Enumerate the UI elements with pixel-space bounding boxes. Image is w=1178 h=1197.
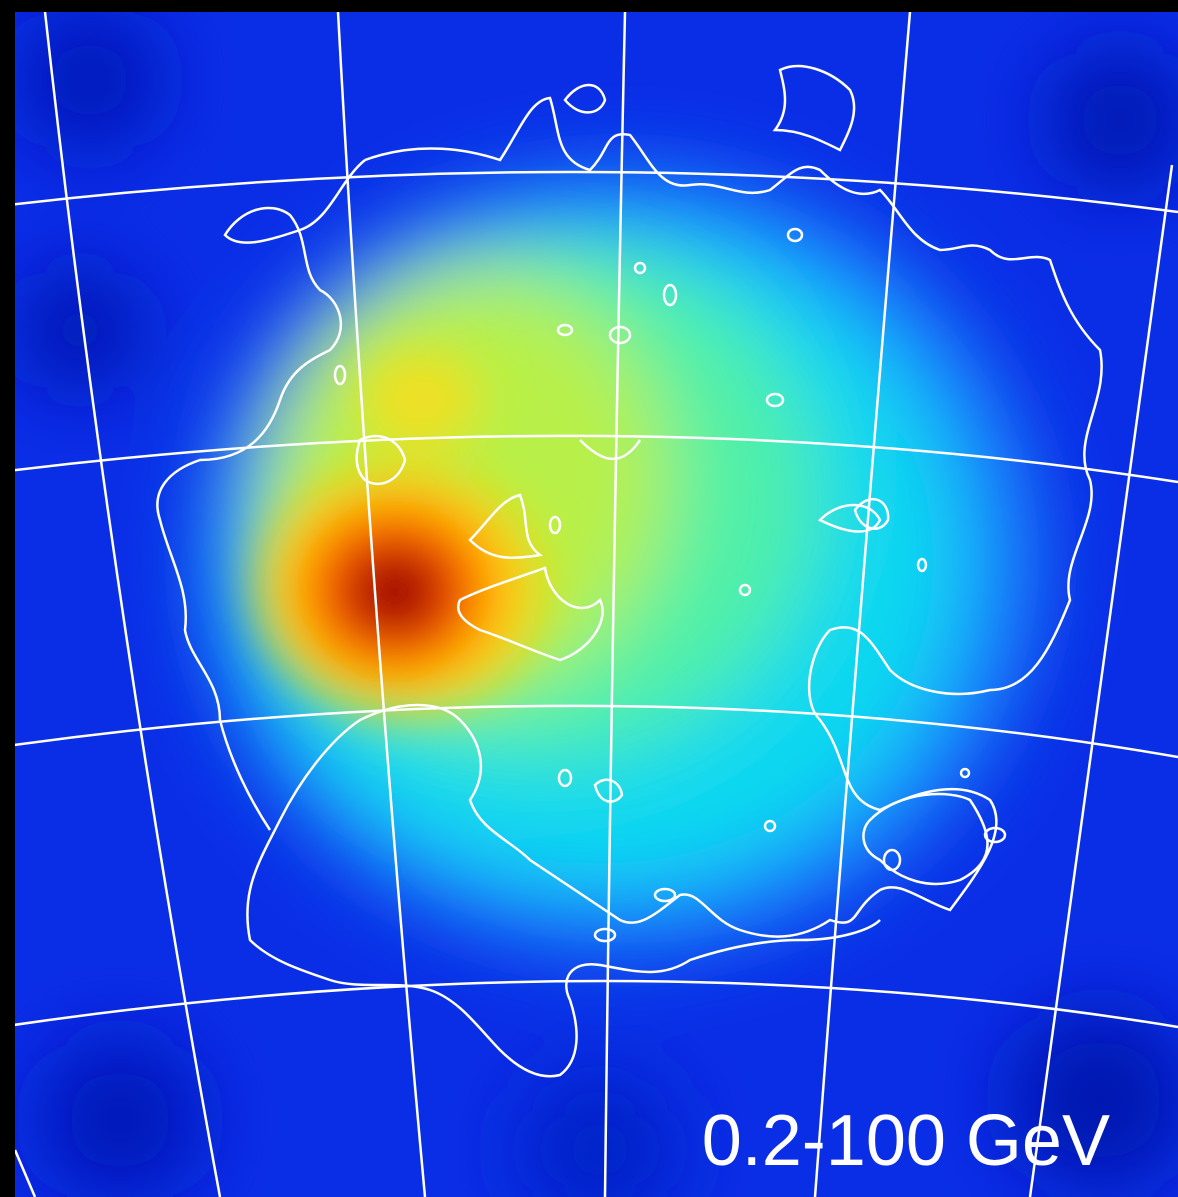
- energy-band-label: 0.2-100 GeV: [702, 1101, 1110, 1181]
- sky-map: 0.2-100 GeV: [0, 0, 1178, 1197]
- page: 0.2-100 GeV (() => { const data = JSON.p…: [0, 0, 1178, 1197]
